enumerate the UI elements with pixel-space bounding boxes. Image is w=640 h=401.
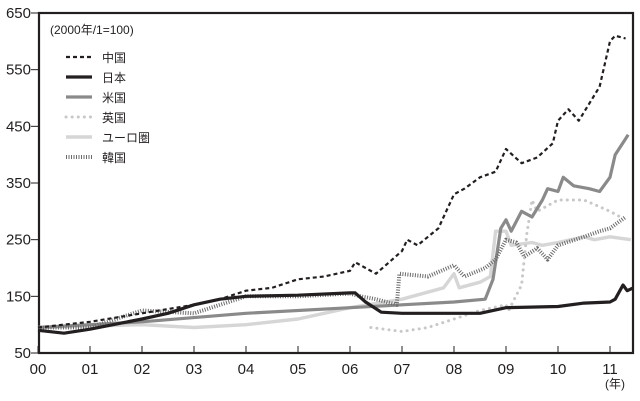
y-tick-label: 350	[6, 175, 31, 192]
y-tick-label: 50	[14, 345, 31, 362]
legend-label: 中国	[102, 50, 126, 65]
x-axis-label: (年)	[605, 377, 625, 391]
legend-label: 韓国	[102, 151, 126, 165]
x-tick-label: 08	[446, 361, 463, 378]
legend-label: 米国	[102, 91, 126, 105]
series-line-2	[37, 133, 630, 330]
legend-label: 日本	[102, 71, 126, 85]
x-tick-label: 02	[134, 361, 151, 378]
x-tick-label: 10	[550, 361, 567, 378]
legend-label: ユーロ圏	[102, 131, 150, 145]
y-tick-label: 550	[6, 62, 31, 79]
series-line-1	[37, 283, 635, 335]
y-tick-label: 250	[6, 232, 31, 249]
x-tick-label: 07	[394, 361, 411, 378]
unit-note: (2000年/1=100)	[50, 23, 134, 37]
y-tick-label: 450	[6, 118, 31, 135]
x-tick-label: 09	[498, 361, 515, 378]
x-tick-label: 00	[30, 361, 47, 378]
legend-label: 英国	[102, 111, 126, 125]
series-line-4	[37, 229, 632, 330]
x-tick-label: 06	[342, 361, 359, 378]
x-tick-label: 11	[602, 361, 618, 378]
plot-frame	[37, 11, 635, 355]
x-tick-label: 05	[290, 361, 307, 378]
x-tick-label: 04	[238, 361, 255, 378]
x-tick-label: 03	[186, 361, 203, 378]
series-line-5	[38, 215, 627, 330]
series-line-0	[37, 34, 626, 329]
x-tick-label: 01	[82, 361, 99, 378]
y-tick-label: 150	[6, 288, 31, 305]
y-tick-label: 650	[6, 5, 31, 22]
